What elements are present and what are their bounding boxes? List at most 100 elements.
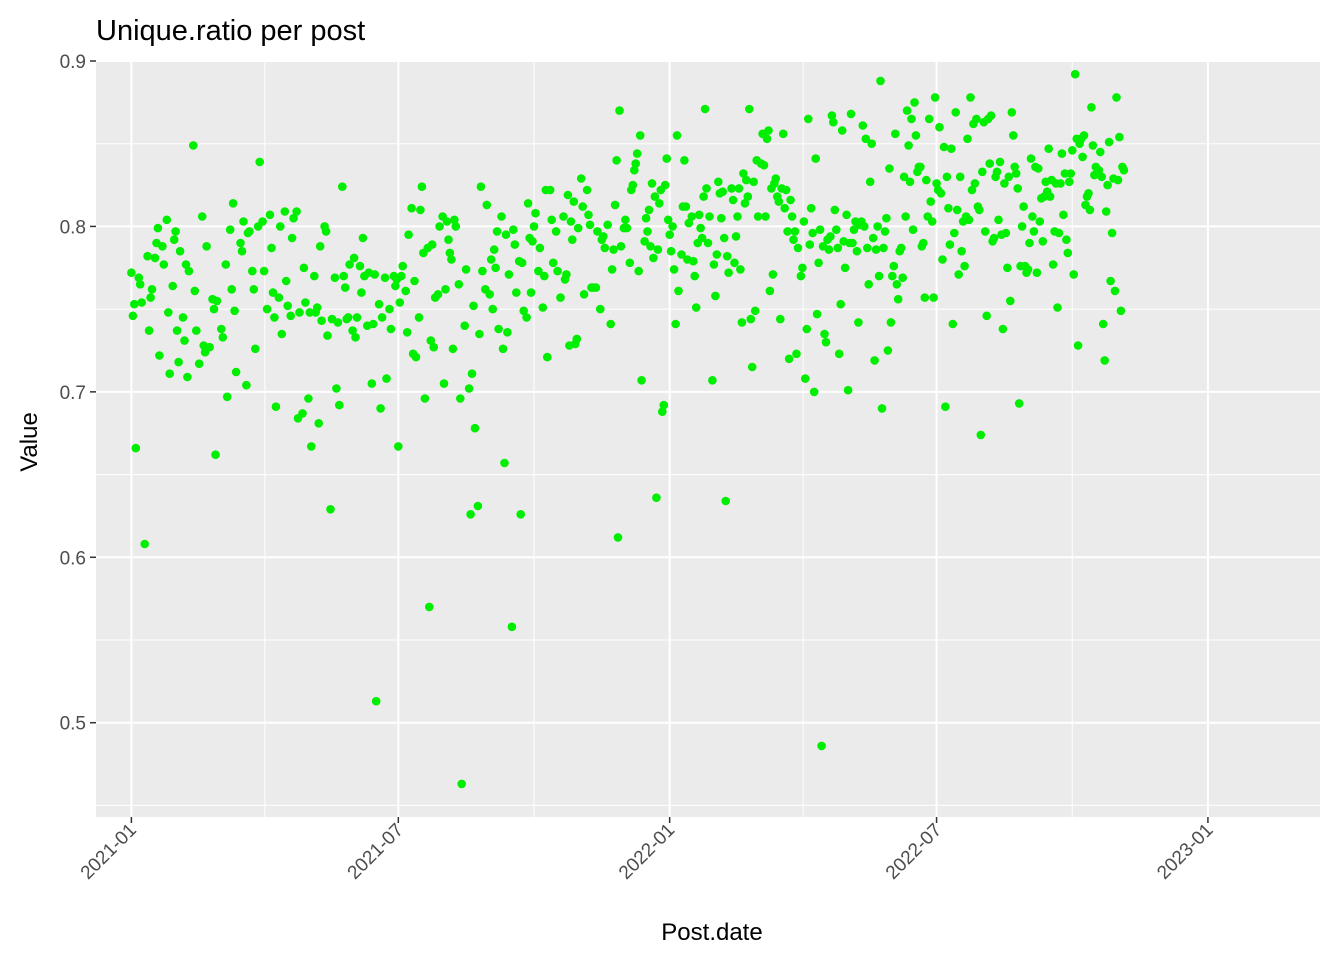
data-point	[374, 299, 384, 309]
data-point	[249, 285, 259, 294]
data-point	[719, 233, 729, 243]
data-point	[258, 217, 267, 226]
data-point	[1084, 189, 1093, 198]
data-point	[140, 539, 149, 549]
data-point	[535, 243, 545, 253]
data-point	[705, 212, 714, 221]
data-point	[658, 407, 667, 417]
data-point	[660, 180, 670, 190]
data-point	[691, 303, 701, 312]
data-point	[820, 329, 829, 339]
data-point	[637, 376, 646, 385]
data-point	[305, 308, 315, 317]
data-point	[873, 222, 882, 231]
data-point	[1032, 268, 1042, 278]
data-point	[762, 134, 772, 144]
data-point	[335, 400, 344, 410]
data-point	[239, 217, 248, 226]
data-point	[827, 111, 837, 120]
data-point	[1065, 177, 1074, 187]
data-point	[789, 235, 798, 244]
data-point	[274, 293, 284, 302]
data-point	[469, 301, 478, 311]
data-point	[380, 273, 390, 283]
data-point	[696, 223, 705, 233]
y-tick-label: 0.8	[60, 217, 86, 238]
data-point	[861, 134, 871, 144]
data-point	[209, 304, 219, 314]
data-point	[666, 246, 676, 256]
data-point	[1085, 205, 1095, 215]
data-point	[711, 291, 720, 301]
data-point	[652, 493, 661, 503]
data-point	[805, 240, 815, 249]
data-point	[127, 268, 136, 278]
data-point	[963, 134, 972, 144]
data-point	[1054, 228, 1064, 238]
data-point	[211, 450, 220, 460]
data-point	[503, 328, 512, 337]
data-point	[1014, 399, 1024, 408]
data-point	[840, 263, 850, 273]
data-point	[333, 318, 343, 327]
data-point	[442, 217, 452, 226]
data-point	[1009, 131, 1018, 140]
data-point	[377, 313, 387, 322]
data-point	[1029, 227, 1039, 236]
data-point	[694, 210, 704, 220]
data-point	[497, 212, 506, 221]
data-point	[992, 167, 1002, 177]
data-point	[669, 265, 679, 274]
data-point	[321, 227, 331, 236]
y-axis-title: Value	[16, 412, 43, 472]
data-point	[457, 779, 467, 789]
data-point	[237, 246, 247, 256]
data-point	[1097, 172, 1106, 182]
data-point	[298, 409, 307, 418]
data-point	[870, 356, 879, 365]
data-point	[747, 362, 757, 372]
data-point	[846, 109, 856, 119]
data-point	[488, 304, 498, 314]
data-point	[610, 200, 620, 210]
data-point	[1101, 207, 1111, 216]
data-point	[543, 352, 552, 362]
data-point	[345, 260, 354, 269]
data-point	[980, 227, 990, 236]
data-point	[1096, 147, 1105, 157]
data-point	[339, 271, 349, 281]
data-point	[674, 286, 683, 296]
data-point	[312, 303, 322, 312]
data-point	[833, 243, 843, 253]
data-point	[492, 227, 502, 236]
data-point	[742, 175, 751, 185]
data-point	[517, 258, 527, 268]
data-point	[944, 203, 953, 213]
data-point	[786, 195, 795, 205]
data-point	[368, 319, 378, 329]
data-point	[607, 265, 617, 274]
data-point	[376, 404, 385, 413]
data-point	[416, 205, 425, 215]
data-point	[397, 271, 406, 281]
data-point	[217, 324, 226, 334]
data-point	[849, 225, 859, 234]
data-point	[317, 316, 326, 326]
data-point	[672, 131, 682, 140]
data-point	[464, 384, 474, 393]
data-point	[222, 392, 232, 402]
data-point	[888, 271, 897, 281]
data-point	[796, 271, 806, 281]
data-point	[724, 268, 733, 278]
data-point	[957, 246, 966, 256]
data-point	[411, 352, 421, 362]
data-point	[916, 162, 925, 172]
data-point	[569, 197, 579, 206]
data-point	[504, 270, 514, 279]
data-point	[889, 261, 899, 271]
data-point	[714, 177, 723, 187]
data-point	[891, 129, 900, 139]
data-point	[634, 266, 643, 276]
data-point	[585, 220, 595, 230]
data-point	[671, 319, 680, 329]
